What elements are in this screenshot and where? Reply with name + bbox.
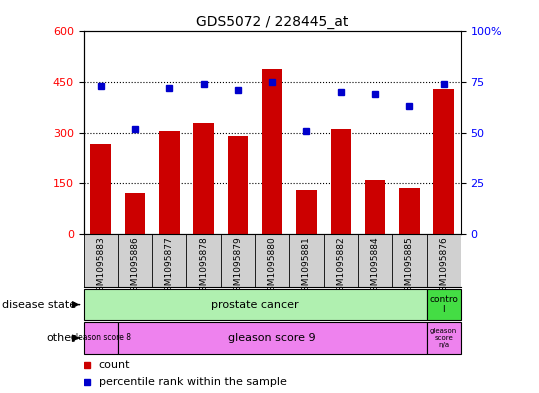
Text: gleason
score
n/a: gleason score n/a (430, 328, 457, 348)
Text: GSM1095879: GSM1095879 (233, 237, 243, 297)
Bar (433, 89, 454, 234)
Bar (365, 180, 385, 234)
Text: GSM1095884: GSM1095884 (371, 237, 379, 297)
Text: contro
l: contro l (429, 295, 458, 314)
Text: disease state: disease state (2, 299, 76, 310)
Text: count: count (99, 360, 130, 369)
Bar (194, 123, 214, 234)
Text: GSM1095880: GSM1095880 (268, 237, 277, 297)
Text: GSM1095882: GSM1095882 (336, 237, 345, 297)
Bar (296, 190, 317, 234)
Text: GSM1095885: GSM1095885 (405, 237, 414, 297)
Bar (330, 129, 351, 234)
Bar (262, 68, 282, 234)
Bar (84, 322, 118, 354)
Text: GSM1095881: GSM1095881 (302, 237, 311, 297)
Text: percentile rank within the sample: percentile rank within the sample (99, 377, 287, 387)
Bar (91, 145, 111, 234)
Text: prostate cancer: prostate cancer (211, 299, 299, 310)
Text: GSM1095886: GSM1095886 (130, 237, 140, 297)
Text: gleason score 8: gleason score 8 (71, 334, 130, 342)
Bar (426, 289, 461, 320)
Text: other: other (46, 333, 76, 343)
Bar (125, 193, 146, 234)
Bar (227, 136, 248, 234)
Bar (159, 131, 179, 234)
Bar (426, 322, 461, 354)
Text: GSM1095876: GSM1095876 (439, 237, 448, 297)
Text: GSM1095883: GSM1095883 (96, 237, 105, 297)
Text: GSM1095878: GSM1095878 (199, 237, 208, 297)
Text: GSM1095877: GSM1095877 (165, 237, 174, 297)
Text: gleason score 9: gleason score 9 (229, 333, 316, 343)
Title: GDS5072 / 228445_at: GDS5072 / 228445_at (196, 15, 348, 29)
Bar (118, 322, 426, 354)
Bar (399, 188, 420, 234)
